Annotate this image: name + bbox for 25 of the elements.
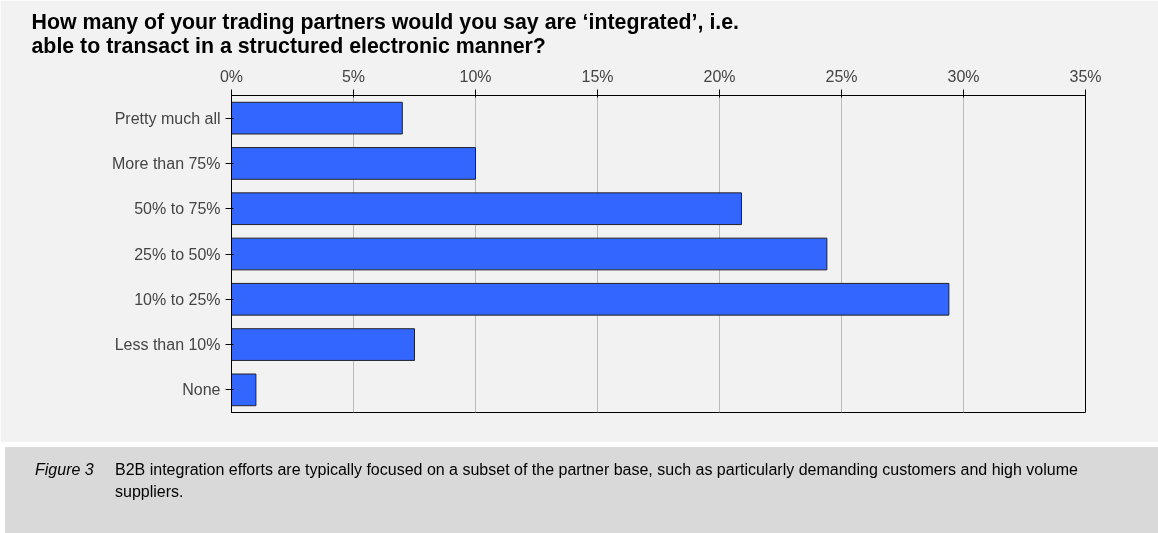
y-tick-label: 10% to 25% bbox=[134, 290, 221, 308]
y-tick-label: More than 75% bbox=[111, 154, 221, 172]
caption: Figure 3 bbox=[34, 460, 95, 480]
y-tick-label: Less than 10% bbox=[114, 336, 221, 354]
y-tick-label: 50% to 75% bbox=[134, 200, 221, 218]
x-tick-label: 0% bbox=[219, 67, 244, 85]
x-tick-label: 10% bbox=[459, 67, 492, 85]
bar bbox=[231, 101, 403, 135]
y-tick-label: Pretty much all bbox=[114, 109, 221, 127]
chart-title: How many of your trading partners would you say are ‘integrated’, i.e. able to transact in a structured electronic manner? bbox=[31, 9, 740, 58]
text: B2B integration efforts are typically focused on a subset of the partner base, such as particularly demanding customers and high volume suppliers. bbox=[115, 460, 1079, 502]
bar bbox=[231, 147, 476, 180]
bar bbox=[231, 282, 950, 316]
x-tick-label: 30% bbox=[947, 67, 980, 85]
bar bbox=[231, 192, 742, 226]
x-tick-label: 35% bbox=[1069, 67, 1102, 85]
x-tick-label: 25% bbox=[825, 67, 858, 85]
bar bbox=[231, 373, 257, 407]
y-tick-label: 25% to 50% bbox=[134, 245, 221, 263]
bar bbox=[231, 328, 415, 361]
x-tick-label: 15% bbox=[581, 67, 614, 85]
bar bbox=[231, 237, 828, 271]
x-tick-label: 5% bbox=[341, 67, 366, 85]
x-tick-label: 20% bbox=[703, 67, 736, 85]
y-tick-label: None bbox=[182, 381, 221, 399]
